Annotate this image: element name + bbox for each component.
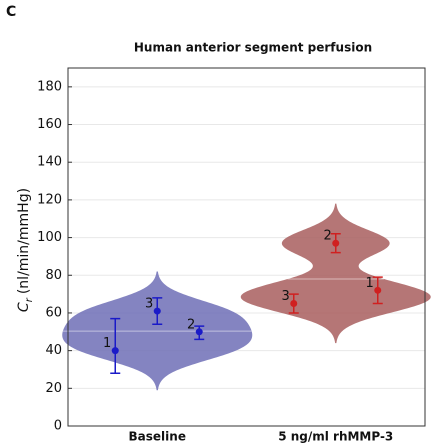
error-bar bbox=[110, 317, 121, 374]
y-tick-label: 40 bbox=[45, 343, 62, 358]
plot-frame bbox=[67, 67, 426, 427]
y-tick-label: 140 bbox=[37, 155, 62, 170]
point-label: 1 bbox=[103, 336, 111, 351]
point-label: 2 bbox=[187, 317, 195, 332]
y-tick-label: 20 bbox=[45, 381, 62, 396]
y-tick-label: 180 bbox=[37, 79, 62, 94]
y-label-symbol: C bbox=[16, 302, 32, 312]
point bbox=[290, 300, 298, 308]
y-axis-label: Cr (nl/min/mmHg) bbox=[16, 188, 35, 312]
point bbox=[332, 239, 340, 247]
x-tick-label: 5 ng/ml rhMMP-3 bbox=[278, 430, 393, 444]
point bbox=[374, 286, 382, 294]
violin bbox=[240, 203, 431, 344]
y-tick-label: 100 bbox=[37, 230, 62, 245]
y-tick-label: 60 bbox=[45, 305, 62, 320]
point-label: 1 bbox=[365, 276, 373, 291]
y-label-subscript: r bbox=[24, 297, 35, 302]
point-label: 3 bbox=[281, 289, 289, 304]
x-tick-label: Baseline bbox=[129, 430, 186, 444]
y-tick-label: 120 bbox=[37, 192, 62, 207]
point-label: 3 bbox=[145, 297, 153, 312]
y-label-unit: (nl/min/mmHg) bbox=[16, 188, 32, 294]
y-tick-label: 0 bbox=[54, 419, 62, 434]
y-tick-label: 80 bbox=[45, 268, 62, 283]
point-label: 2 bbox=[323, 229, 331, 244]
point bbox=[195, 328, 203, 336]
panel-label: C bbox=[6, 4, 16, 20]
point bbox=[153, 307, 161, 315]
chart-title: Human anterior segment perfusion bbox=[134, 41, 372, 55]
y-tick-label: 160 bbox=[37, 117, 62, 132]
point bbox=[111, 347, 119, 355]
